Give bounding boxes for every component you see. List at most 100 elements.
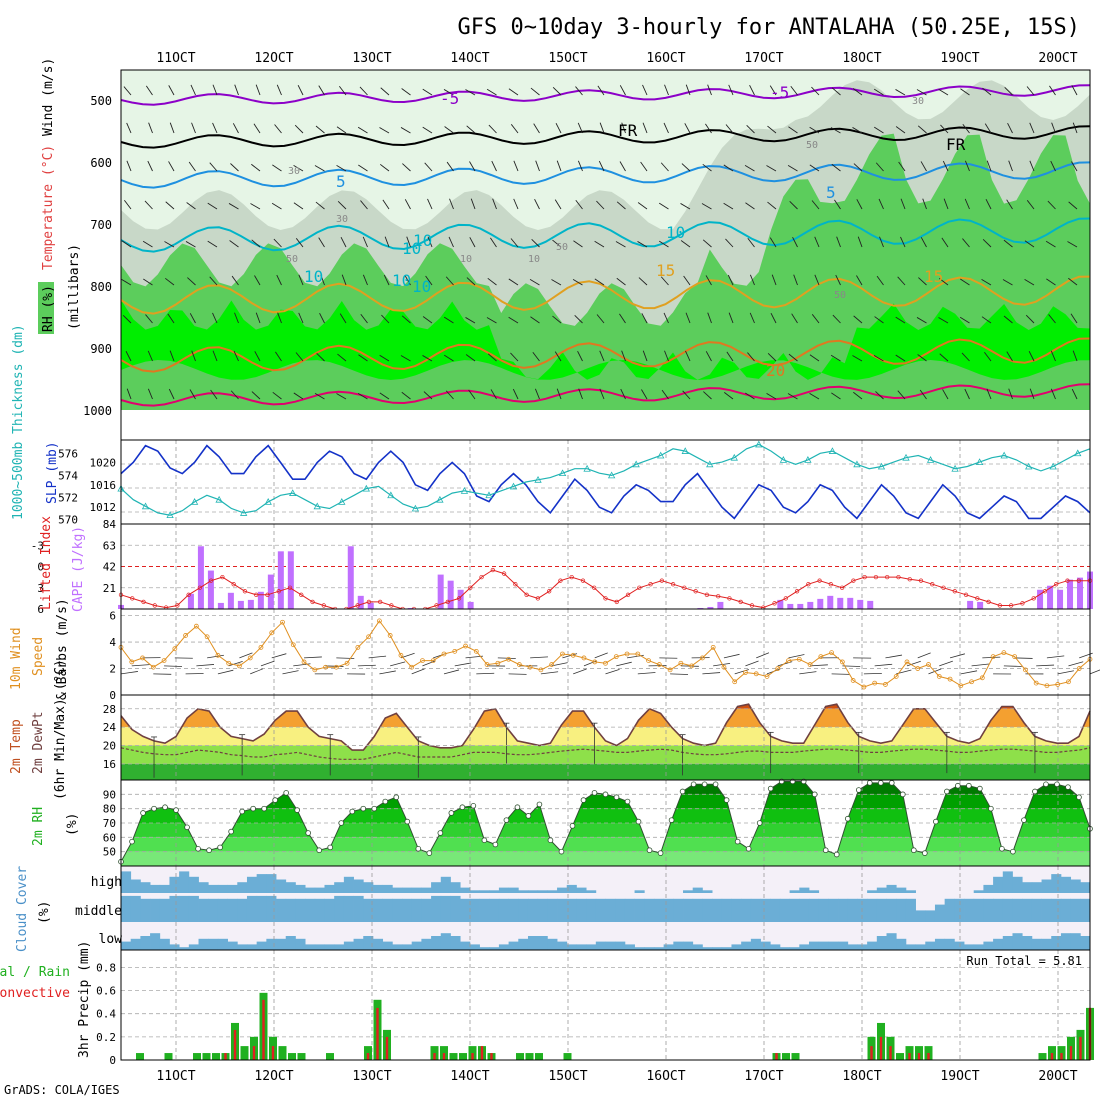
- cloud-cell: [692, 887, 703, 893]
- wind10m-marker: [926, 662, 931, 667]
- rh2m-marker: [988, 805, 994, 812]
- wind-barb: [210, 389, 218, 400]
- wind-barb: [962, 238, 970, 248]
- wind-barb: [359, 86, 368, 96]
- wind-barb: [555, 122, 562, 134]
- cloud-cell: [615, 898, 626, 922]
- wind-barb: [126, 122, 132, 134]
- cloud-cell: [1031, 882, 1042, 893]
- wind-barb: [788, 353, 798, 362]
- rh2m-marker: [624, 798, 631, 805]
- precip-total-bar: [525, 1053, 534, 1060]
- cape-bar: [867, 600, 874, 609]
- rh2m-marker: [877, 780, 884, 786]
- cloud-cell: [353, 879, 364, 893]
- cloud-cell: [372, 898, 384, 922]
- wind10m-marker: [280, 619, 285, 625]
- chart-title: GFS 0~10day 3-hourly for ANTALAHA (50.25…: [457, 15, 1080, 40]
- wind-barb: [167, 313, 175, 324]
- rh-band-5: [121, 851, 1090, 866]
- precip-conv-bar: [908, 1053, 911, 1060]
- wind10m-marker: [549, 662, 555, 667]
- wind-barb: [466, 125, 476, 134]
- li-marker: [1076, 578, 1081, 583]
- li-marker: [434, 603, 439, 608]
- cloud-cell: [1060, 933, 1072, 950]
- cloud-cell: [973, 898, 984, 922]
- wind-barb: [746, 124, 755, 134]
- rh2m-marker: [888, 780, 895, 786]
- cloud-cell: [663, 944, 674, 950]
- wind-barb: [641, 389, 648, 400]
- rh2m-marker: [833, 851, 840, 858]
- cloud-cell: [847, 898, 858, 922]
- cloud-cell: [838, 941, 849, 950]
- rh2m-marker: [514, 804, 521, 811]
- cape-bar: [357, 595, 364, 609]
- wind-barb: [379, 354, 390, 362]
- rh2m-marker: [911, 847, 917, 854]
- wind10m-label-a: 10m Wind: [9, 627, 24, 690]
- wind-barb: [1026, 200, 1035, 210]
- wind-barb: [986, 160, 992, 172]
- wind-barb: [985, 198, 992, 210]
- t2m-label-a: 2m Temp: [9, 719, 24, 774]
- cloud-cell: [188, 895, 199, 922]
- wind-barb: [233, 350, 239, 362]
- wind10m-barb: [217, 669, 234, 675]
- wind-barb: [789, 200, 798, 210]
- cloud-cell: [799, 944, 810, 950]
- cloud-cell: [741, 898, 752, 922]
- rh2m-marker: [140, 810, 146, 816]
- wind-barb: [1006, 351, 1013, 362]
- cloud-cell: [576, 887, 587, 893]
- li-marker: [817, 578, 822, 583]
- wind-barb: [1006, 199, 1013, 210]
- cloud-cell: [973, 944, 984, 950]
- thickness-marker: [485, 491, 493, 499]
- wind-barb: [1071, 161, 1078, 172]
- wind-barb: [273, 238, 282, 248]
- wind-barb: [147, 160, 153, 172]
- cape-bar: [787, 603, 794, 609]
- wind-barb: [251, 391, 261, 400]
- date-bottom-4: 15OCT: [548, 1069, 587, 1084]
- wind-barb: [341, 274, 347, 286]
- date-top-8: 19OCT: [940, 51, 979, 66]
- cloud-cell: [460, 941, 471, 950]
- wind-barb: [551, 279, 562, 286]
- wind-bg: [121, 609, 1090, 695]
- cloud-cell: [886, 933, 897, 950]
- li-marker: [535, 596, 541, 601]
- wind-barb: [641, 313, 648, 324]
- wind-barb: [703, 391, 712, 400]
- cloud-cell: [702, 890, 713, 893]
- li-marker: [197, 585, 203, 590]
- cape-bar: [697, 607, 704, 609]
- li-marker: [885, 574, 890, 580]
- wind-barb: [577, 350, 583, 362]
- wind-barb: [1024, 278, 1035, 286]
- wind10m-label-c: & Barbs (m/s): [55, 598, 70, 700]
- wind-barb: [747, 237, 755, 248]
- wind-barb: [466, 277, 476, 286]
- thickness-marker: [730, 453, 738, 461]
- li-marker: [997, 603, 1003, 608]
- pressure-tick-1: 600: [90, 156, 112, 170]
- wind-barb: [121, 240, 132, 248]
- li-marker: [659, 578, 664, 583]
- wind10m-barb: [164, 665, 183, 667]
- wind-barb: [917, 354, 927, 362]
- li-marker: [907, 577, 912, 582]
- thickness-marker: [509, 482, 518, 490]
- cape-bar: [237, 600, 244, 609]
- wind-barb: [427, 198, 433, 210]
- wind-barb: [959, 316, 970, 324]
- wind-barb: [685, 312, 691, 324]
- precip-conv-bar: [917, 1053, 921, 1060]
- wind-barb: [1002, 279, 1013, 286]
- cape-bar: [827, 595, 834, 609]
- li-marker: [513, 582, 518, 587]
- wind10m-marker: [560, 651, 565, 657]
- wind10m-barb: [131, 664, 150, 667]
